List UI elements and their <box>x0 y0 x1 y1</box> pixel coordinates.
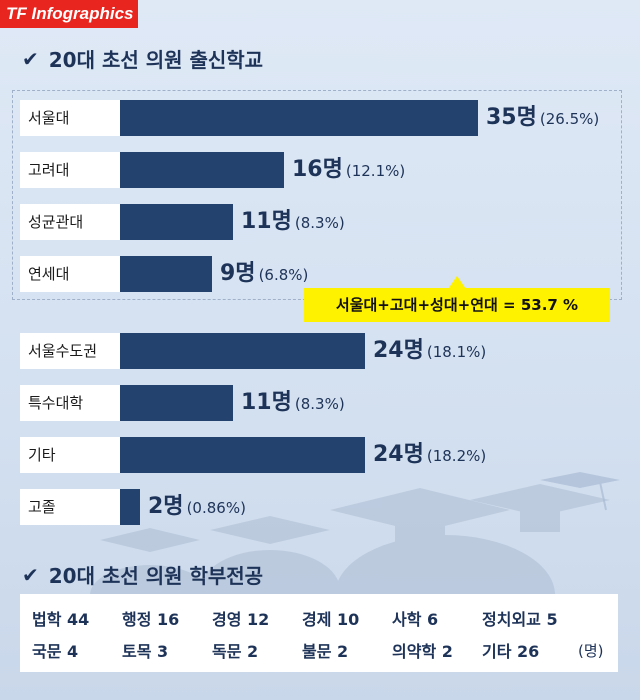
major-item: 경영 12 <box>212 610 270 629</box>
major-item: 의약학 2 <box>392 642 453 661</box>
major-item: 불문 2 <box>302 642 349 661</box>
major-section-title: ✔ 20대 초선 의원 학부전공 <box>22 560 263 589</box>
major-list-box: 법학 44 행정 16 경영 12 경제 10 사학 6 정치외교 5 국문 4… <box>20 594 618 672</box>
value-label: 2명 (0.86%) <box>148 489 246 525</box>
percent-label: (8.3%) <box>294 214 345 232</box>
major-item: 법학 44 <box>32 610 90 629</box>
category-label: 고졸 <box>20 489 120 525</box>
bar <box>120 256 212 292</box>
school-title-text: 20대 초선 의원 출신학교 <box>48 48 264 72</box>
category-label: 기타 <box>20 437 120 473</box>
bar <box>120 100 478 136</box>
value-label: 35명 (26.5%) <box>486 100 599 136</box>
major-item: 국문 4 <box>32 642 79 661</box>
bar <box>120 204 233 240</box>
value-label: 11명 (8.3%) <box>241 385 345 421</box>
major-item: 정치외교 5 <box>482 610 558 629</box>
value-label: 16명 (12.1%) <box>292 152 405 188</box>
category-label: 서울대 <box>20 100 120 136</box>
check-icon: ✔ <box>22 46 39 71</box>
percent-label: (6.8%) <box>258 266 309 284</box>
check-icon: ✔ <box>22 562 39 587</box>
percent-label: (0.86%) <box>186 499 246 517</box>
count-label: 2명 <box>148 494 184 519</box>
school-section-title: ✔ 20대 초선 의원 출신학교 <box>22 44 263 73</box>
top4-callout: 서울대+고대+성대+연대 = 53.7 % <box>304 288 610 322</box>
value-label: 24명 (18.1%) <box>373 333 486 369</box>
count-label: 35명 <box>486 105 537 130</box>
count-label: 11명 <box>241 209 292 234</box>
count-label: 16명 <box>292 157 343 182</box>
major-item: 토목 3 <box>122 642 169 661</box>
major-item: 독문 2 <box>212 642 259 661</box>
major-row-1: 법학 44 행정 16 경영 12 경제 10 사학 6 정치외교 5 <box>32 602 618 634</box>
major-item: 경제 10 <box>302 610 360 629</box>
value-label: 11명 (8.3%) <box>241 204 345 240</box>
category-label: 고려대 <box>20 152 120 188</box>
major-title-text: 20대 초선 의원 학부전공 <box>48 564 264 588</box>
category-label: 성균관대 <box>20 204 120 240</box>
major-item: 행정 16 <box>122 610 180 629</box>
percent-label: (8.3%) <box>294 395 345 413</box>
percent-label: (18.2%) <box>426 447 487 465</box>
bar <box>120 385 233 421</box>
callout-pointer <box>448 276 466 289</box>
major-item: 사학 6 <box>392 610 439 629</box>
count-label: 11명 <box>241 390 292 415</box>
graduation-caps-illustration <box>90 472 620 600</box>
percent-label: (12.1%) <box>345 162 406 180</box>
brand-badge: TF Infographics <box>0 0 138 28</box>
category-label: 서울수도권 <box>20 333 120 369</box>
value-label: 9명 (6.8%) <box>220 256 308 292</box>
category-label: 특수대학 <box>20 385 120 421</box>
unit-label: (명) <box>578 641 604 660</box>
value-label: 24명 (18.2%) <box>373 437 486 473</box>
percent-label: (18.1%) <box>426 343 487 361</box>
bar <box>120 152 284 188</box>
percent-label: (26.5%) <box>539 110 600 128</box>
bar <box>120 489 140 525</box>
count-label: 24명 <box>373 442 424 467</box>
bar <box>120 333 365 369</box>
bar <box>120 437 365 473</box>
category-label: 연세대 <box>20 256 120 292</box>
major-item: 기타 26 <box>482 642 540 661</box>
count-label: 24명 <box>373 338 424 363</box>
major-row-2: 국문 4 토목 3 독문 2 불문 2 의약학 2 기타 26 (명) <box>32 634 618 666</box>
count-label: 9명 <box>220 261 256 286</box>
